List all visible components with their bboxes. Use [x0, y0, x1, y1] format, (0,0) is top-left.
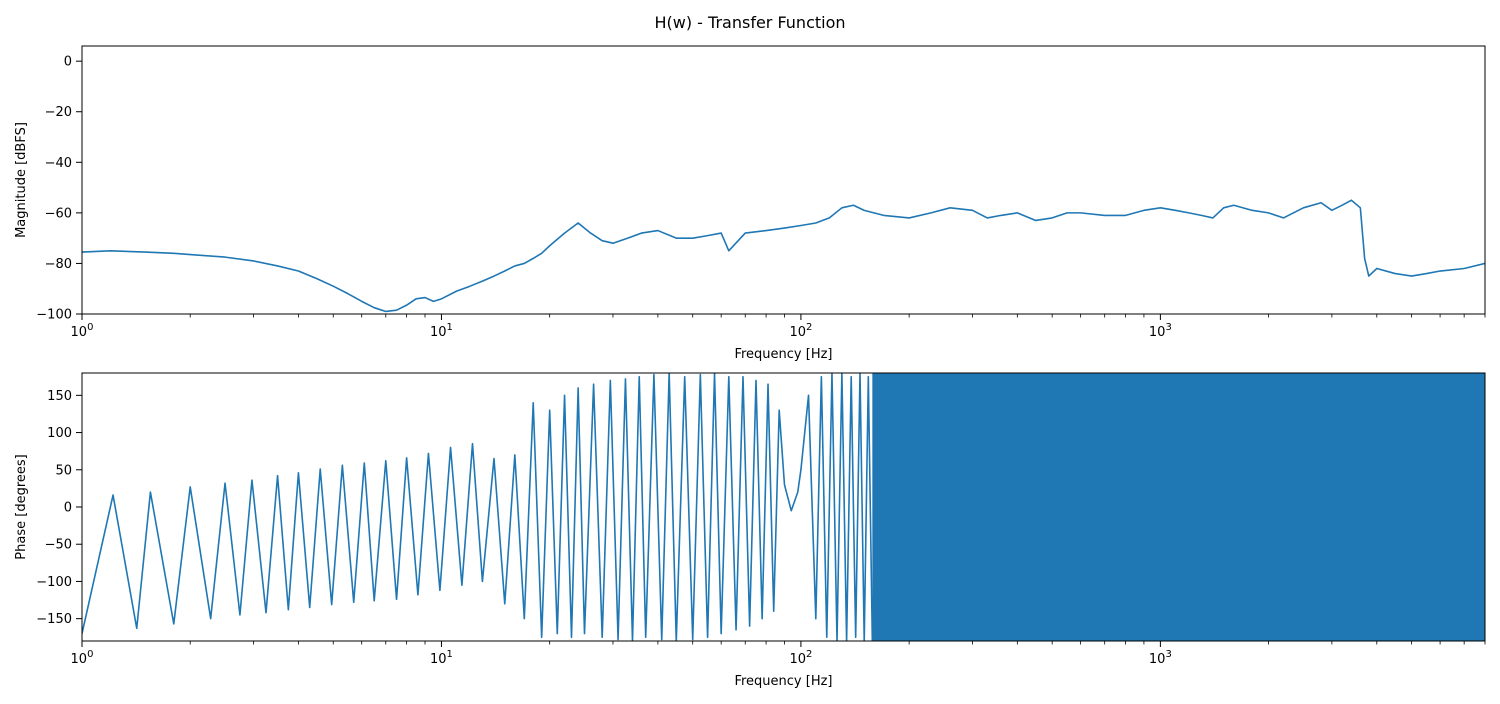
- magnitude-y-tick-label: −100: [36, 308, 72, 323]
- magnitude-x-tick-label: 102: [789, 322, 812, 340]
- phase-y-axis-label: Phase [degrees]: [14, 454, 29, 559]
- phase-series-line: [82, 373, 874, 641]
- phase-y-tick-label: −50: [45, 538, 72, 553]
- figure-title: H(w) - Transfer Function: [654, 13, 845, 32]
- magnitude-y-tick-label: −80: [45, 257, 72, 272]
- magnitude-x-axis-label: Frequency [Hz]: [734, 347, 832, 362]
- magnitude-y-tick-label: −20: [45, 105, 72, 120]
- magnitude-plot-area: [82, 199, 1485, 313]
- magnitude-axes: 100 101 102 103 0 −20 −40 −60 −80 −100 Frequency […: [14, 45, 1486, 362]
- phase-y-tick-label: −150: [36, 612, 72, 627]
- phase-x-tick-label: 103: [1149, 649, 1172, 667]
- phase-dense-band: [872, 373, 1485, 641]
- phase-x-tick-label: 102: [789, 649, 812, 667]
- magnitude-y-tick-label: 0: [64, 55, 72, 70]
- phase-x-axis-label: Frequency [Hz]: [734, 674, 832, 689]
- magnitude-x-tick-label: 103: [1149, 322, 1172, 340]
- phase-x-tick-label: 100: [71, 649, 94, 667]
- phase-plot-area: [82, 373, 1485, 641]
- magnitude-y-axis-label: Magnitude [dBFS]: [14, 122, 29, 238]
- magnitude-axes-frame: [81, 45, 1486, 315]
- phase-y-tick-label: 100: [47, 426, 72, 441]
- phase-y-tick-label: 0: [64, 501, 72, 516]
- phase-y-tick-label: 50: [55, 463, 72, 478]
- phase-y-tick-label: −100: [36, 575, 72, 590]
- magnitude-y-tick-label: −40: [45, 156, 72, 171]
- phase-y-tick-label: 150: [47, 389, 72, 404]
- magnitude-y-tick-label: −60: [45, 206, 72, 221]
- magnitude-series-line: [82, 199, 1485, 313]
- magnitude-x-tick-label: 100: [71, 322, 94, 340]
- phase-axes: 100 101 102 103 150 100 50 0 −50 −100 −150 Frequenc…: [14, 372, 1486, 689]
- magnitude-x-tick-label: 101: [430, 322, 453, 340]
- phase-x-tick-label: 101: [430, 649, 453, 667]
